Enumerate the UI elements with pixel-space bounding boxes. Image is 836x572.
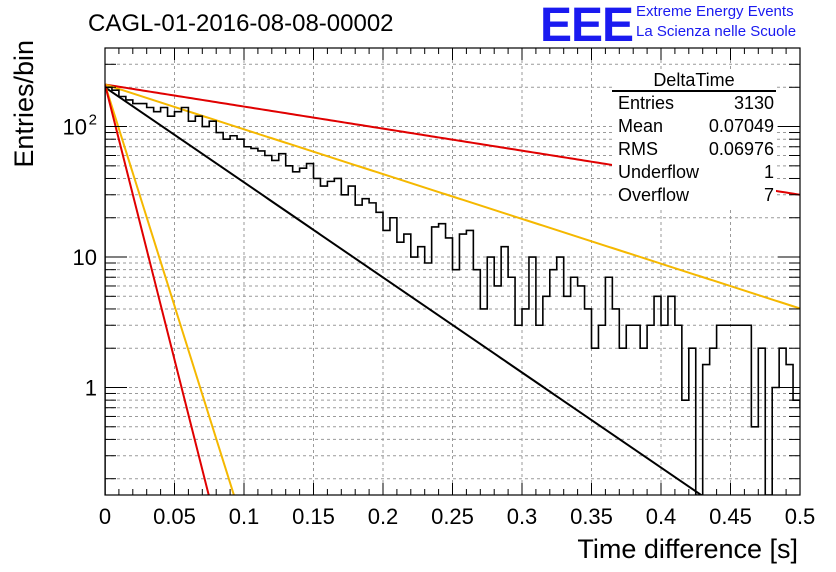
x-tick-label: 0.15	[292, 504, 335, 529]
x-tick-label: 0.05	[153, 504, 196, 529]
stats-row-entries: Entries 3130	[618, 93, 774, 115]
y-axis-label: Entries/bin	[9, 40, 39, 168]
stats-key: Mean	[618, 116, 664, 136]
stats-divider	[612, 90, 776, 92]
y-tick-label: 10	[63, 115, 87, 140]
x-tick-label: 0	[99, 504, 111, 529]
x-tick-label: 0.5	[785, 504, 816, 529]
stats-row-underflow: Underflow 1	[618, 162, 774, 184]
stats-row-mean: Mean 0.07049	[618, 116, 774, 138]
fit-curve-4	[105, 84, 235, 495]
x-tick-label: 0.4	[646, 504, 677, 529]
histogram-bars	[105, 86, 800, 495]
fit-curve-5	[105, 84, 210, 495]
stats-value: 7	[763, 185, 774, 205]
stats-value: 3130	[733, 93, 774, 113]
stats-row-rms: RMS 0.06976	[618, 139, 774, 161]
fit-curve-2	[105, 83, 800, 310]
x-tick-label: 0.35	[570, 504, 613, 529]
y-tick-exponent: 2	[89, 112, 97, 129]
stats-value: 1	[763, 162, 774, 182]
page-title: CAGL-01-2016-08-08-00002	[88, 10, 394, 37]
stats-row-overflow: Overflow 7	[618, 185, 774, 207]
x-tick-label: 0.25	[431, 504, 474, 529]
x-tick-label: 0.1	[229, 504, 260, 529]
y-tick-label: 1	[85, 376, 97, 401]
x-axis-label: Time difference [s]	[577, 534, 798, 564]
stats-key: RMS	[618, 139, 658, 159]
x-tick-label: 0.45	[709, 504, 752, 529]
x-tick-label: 0.2	[368, 504, 399, 529]
stats-value: 0.07049	[708, 116, 774, 136]
stats-box: DeltaTime Entries 3130 Mean 0.07049 RMS …	[612, 70, 776, 208]
y-tick-label: 10	[73, 245, 97, 270]
stats-key: Overflow	[618, 185, 690, 205]
stats-key: Entries	[618, 93, 675, 113]
eee-logo: EEE	[540, 0, 634, 52]
logo-subtitle-2: La Scienza nelle Scuole	[636, 23, 797, 40]
x-tick-label: 0.3	[507, 504, 538, 529]
stats-title: DeltaTime	[653, 70, 735, 90]
logo-subtitle-1: Extreme Energy Events	[636, 3, 794, 20]
stats-value: 0.06976	[708, 139, 774, 159]
fit-curve-3	[105, 86, 703, 495]
stats-key: Underflow	[618, 162, 700, 182]
